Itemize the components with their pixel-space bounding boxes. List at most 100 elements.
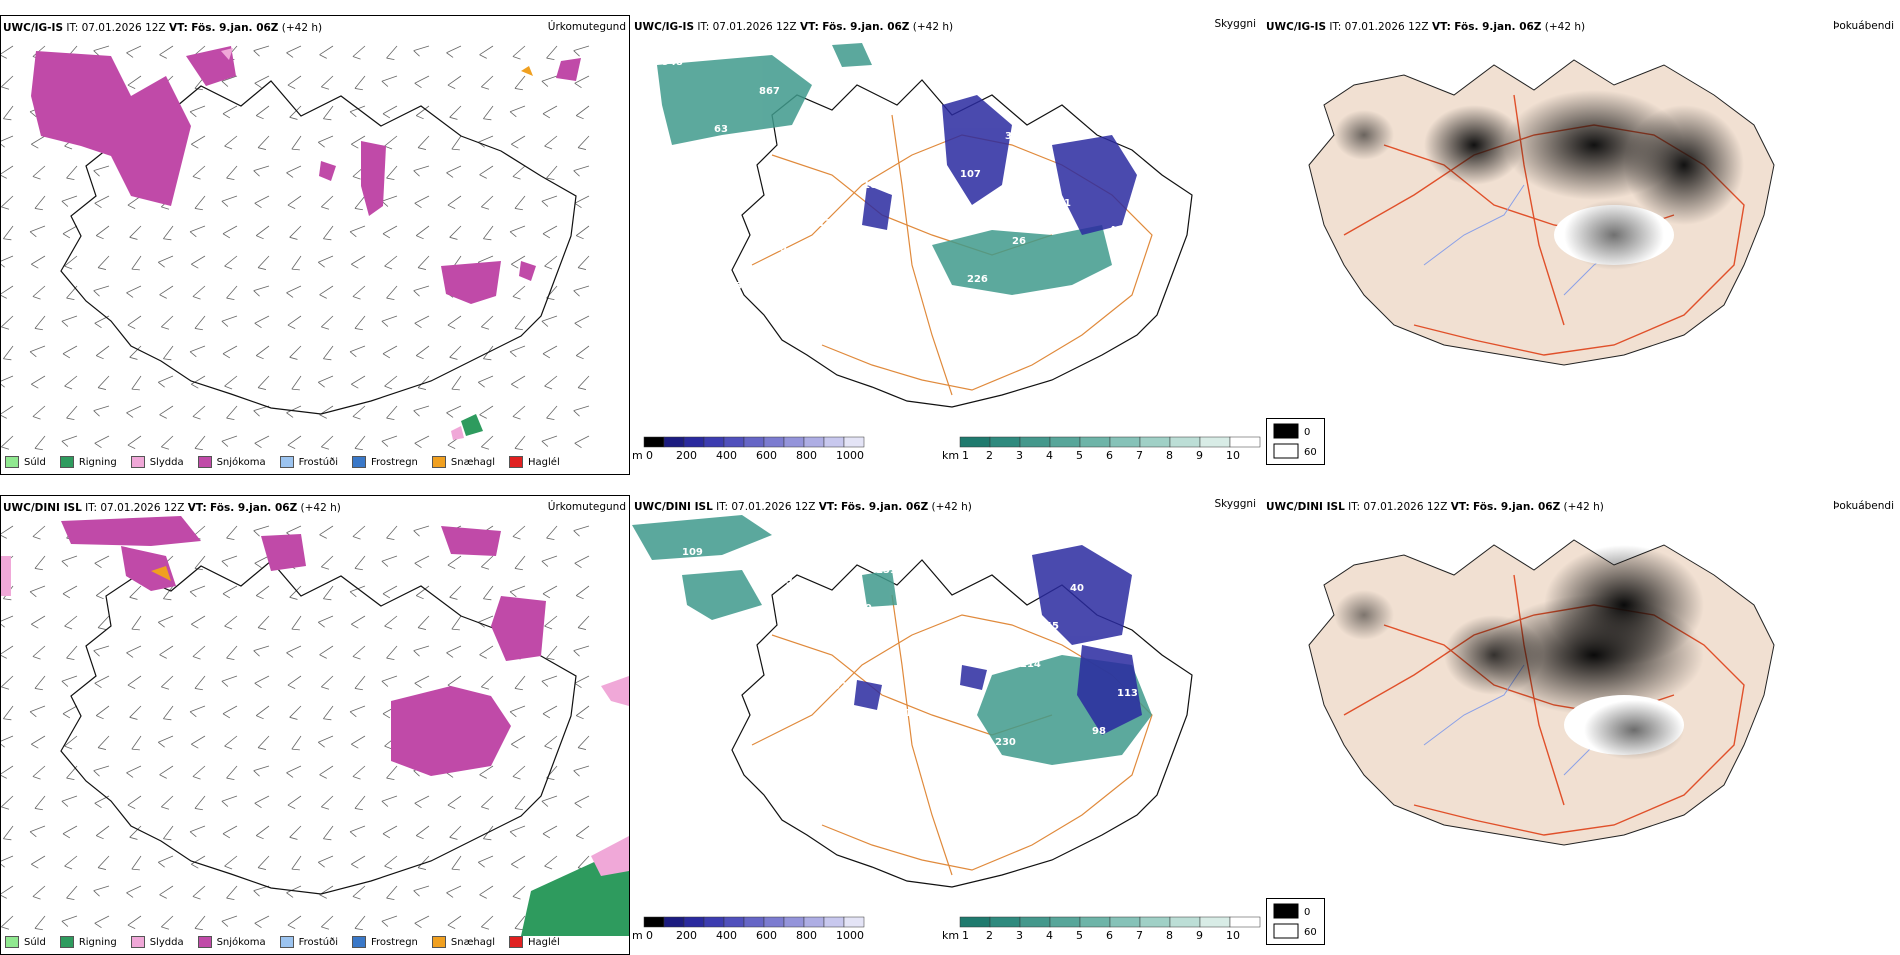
wind-barb (163, 705, 174, 721)
legend-item: Haglél (509, 936, 560, 948)
wind-barb (34, 795, 46, 811)
colorbar-tick: 8 (1166, 449, 1173, 462)
wind-barb (415, 225, 430, 240)
wind-barb (542, 225, 558, 239)
wind-barb (1, 315, 14, 330)
wind-barb (131, 855, 142, 871)
wind-barb (226, 645, 238, 661)
wind-barb (349, 825, 366, 838)
wind-barb (386, 285, 398, 301)
ceiling-label: 134 (721, 176, 742, 187)
wind-barb (161, 675, 174, 690)
wind-barb (415, 825, 430, 840)
wind-barb (417, 615, 430, 630)
wind-barb (382, 105, 398, 119)
it-value: 07.01.2026 12Z (100, 502, 185, 514)
wind-barb (1, 525, 14, 539)
wind-barb (509, 225, 526, 238)
colorbar-tick: 7 (1136, 929, 1143, 942)
wind-barb (226, 165, 238, 181)
wind-barb (382, 825, 398, 839)
colorbar-tick: 5 (1076, 449, 1083, 462)
wind-barb (481, 315, 494, 330)
lead-time: (+42 h) (912, 21, 954, 33)
ceiling-label: 22 (915, 247, 929, 258)
colorbar-cell (743, 436, 765, 448)
wind-barb (287, 675, 302, 689)
colorbar-tick: 9 (1196, 449, 1203, 462)
wind-barb (479, 405, 494, 419)
wind-barb (226, 405, 238, 421)
legend-item: Snæhagl (431, 456, 495, 468)
wind-barb (349, 105, 366, 118)
wind-barb (94, 915, 110, 929)
colorbar-cell (823, 436, 845, 448)
wind-barb (255, 105, 270, 120)
panel-header: UWC/IG-IS IT: 07.01.2026 12Z VT: Fös. 9.… (3, 22, 322, 34)
wind-barb (481, 915, 494, 930)
wind-barb (29, 825, 46, 838)
wind-barb (415, 585, 430, 600)
fog-legend: 0 60 (1266, 898, 1336, 950)
wind-barb (514, 315, 526, 331)
wind-barb (159, 645, 174, 659)
wind-barb (255, 345, 270, 360)
wind-barb (1, 165, 14, 179)
wind-barb (253, 285, 270, 297)
wind-barb (349, 225, 366, 238)
wind-barb (61, 435, 78, 447)
colorbar-tick: 1 (962, 929, 969, 942)
wind-barb (386, 525, 398, 541)
legend-swatch (197, 456, 212, 468)
ceiling-label: 40 (1070, 583, 1084, 594)
wind-barb (575, 705, 590, 720)
wind-barb (574, 675, 590, 689)
wind-barb (192, 765, 206, 780)
colorbar-tick: 0 (646, 929, 653, 942)
wind-barb (544, 255, 558, 270)
wind-barb (319, 45, 334, 59)
wind-barb (97, 855, 110, 870)
wind-barb (191, 855, 206, 869)
ceiling-colorbar: m 0 200 400 600 800 1000 (632, 915, 882, 947)
wind-barb (29, 225, 46, 238)
wind-barb (546, 405, 558, 421)
colorbar-unit: m (632, 929, 643, 942)
wind-barb (483, 105, 494, 121)
wind-barb (254, 915, 270, 929)
vt-value: Fös. 9.jan. 06Z (1473, 501, 1561, 513)
ceiling-label: 93 (1154, 187, 1168, 198)
wind-barb (291, 135, 302, 151)
wind-barb (286, 645, 302, 658)
fog-legend-label: 60 (1304, 447, 1317, 458)
wind-barb (291, 615, 302, 631)
wind-barb (163, 825, 174, 841)
wind-barb (189, 705, 206, 718)
wind-barb (384, 615, 398, 630)
wind-barb (163, 345, 174, 361)
it-label: IT: (1329, 21, 1342, 33)
wind-barb (224, 615, 238, 630)
wind-barb (129, 225, 142, 240)
ceiling-label: 339 (704, 677, 725, 688)
wind-barb (384, 855, 398, 870)
wind-barb (289, 105, 302, 120)
wind-barb (354, 675, 366, 691)
vt-label: VT: (1450, 501, 1470, 513)
wind-barb (541, 555, 558, 567)
wind-barb (126, 45, 142, 58)
colorbar-tick: 6 (1106, 449, 1113, 462)
wind-barb (222, 225, 238, 239)
wind-barb (192, 645, 206, 660)
legend-swatch (431, 936, 446, 948)
colorbar-cell (1109, 436, 1141, 448)
wind-barb (129, 705, 142, 720)
wind-barb (254, 795, 270, 809)
legend-item: Frostregn (352, 456, 418, 468)
wind-barb (574, 315, 590, 329)
wind-barb (481, 195, 494, 210)
wind-barb (159, 765, 174, 779)
wind-barb (351, 135, 366, 149)
lead-time: (+42 h) (1563, 501, 1604, 513)
wind-barb (97, 735, 110, 750)
